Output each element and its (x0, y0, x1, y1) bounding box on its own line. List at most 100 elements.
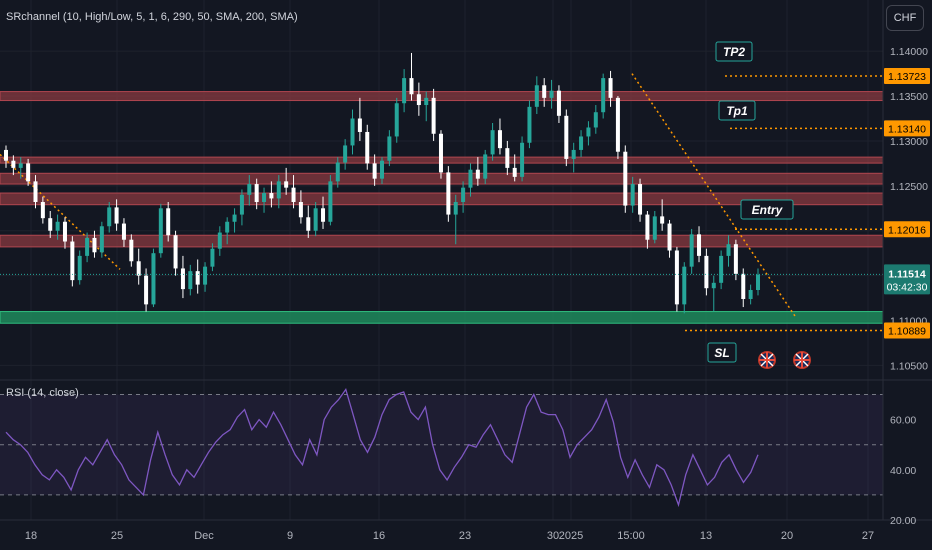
rsi-tick-label: 40.00 (890, 465, 916, 477)
currency-button[interactable]: CHF (886, 5, 924, 31)
candle-body (630, 184, 635, 206)
candle-body (372, 163, 377, 179)
countdown-text: 03:42:30 (887, 281, 928, 293)
candle-body (638, 184, 643, 215)
candle-body (711, 282, 716, 289)
candle-body (689, 234, 694, 267)
level-label-box (707, 342, 737, 363)
candle-body (247, 184, 252, 195)
x-tick-label: 23 (459, 530, 471, 542)
candle-body (276, 181, 281, 199)
candle-body (77, 255, 82, 281)
candle-body (674, 250, 679, 305)
candle-body (564, 115, 569, 159)
candle-body (217, 232, 222, 249)
candle-body (527, 106, 532, 143)
candle-body (660, 216, 665, 224)
candle-body (593, 112, 598, 128)
candle-body (402, 78, 407, 104)
candle-body (92, 237, 97, 253)
candle-body (431, 97, 436, 134)
candle-body (114, 207, 119, 224)
rsi-title: RSI (14, close) (6, 387, 79, 399)
candle-body (534, 85, 539, 107)
candle-body (579, 136, 584, 150)
level-label: Entry (752, 203, 784, 217)
candle-body (166, 208, 171, 236)
candle-body (608, 78, 613, 98)
candle-body (173, 235, 178, 269)
candle-body (62, 221, 67, 242)
candle-body (321, 208, 326, 222)
last-price-tag (884, 264, 930, 295)
event-icons (758, 351, 811, 369)
candle-body (151, 253, 156, 305)
candle-body (232, 214, 237, 222)
level-label: TP2 (723, 45, 745, 59)
rsi-pane[interactable] (0, 388, 883, 508)
candle-body (424, 97, 429, 106)
level-label-box (718, 100, 756, 121)
candle-body (483, 154, 488, 179)
x-tick-label: 16 (373, 530, 385, 542)
rsi-line (5, 388, 759, 508)
level-label: SL (714, 346, 729, 360)
candle-body (549, 90, 554, 98)
x-tick-label: Dec (194, 530, 214, 542)
candle-body (733, 244, 738, 274)
candle-body (85, 237, 90, 256)
candle-body (748, 290, 753, 299)
resistance-zone (0, 91, 884, 102)
candle-body (497, 130, 502, 149)
candles (4, 52, 760, 314)
level-tags: TP2 1.13723 Tp1 1.13140 Entry 1.12016 SL 1.1088… (707, 41, 930, 363)
x-tick-label: 18 (25, 530, 37, 542)
level-price-text: 1.13140 (888, 123, 926, 135)
candle-body (180, 268, 185, 290)
candle-body (262, 193, 267, 203)
candle-body (542, 85, 547, 98)
candle-body (55, 221, 60, 231)
rsi-tick-label: 20.00 (890, 515, 916, 527)
candle-body (682, 266, 687, 305)
candle-body (704, 255, 709, 289)
candle-body (380, 160, 384, 179)
candle-body (756, 274, 760, 291)
level-label-box (740, 199, 794, 220)
event-flag-icon (758, 351, 776, 369)
candle-body (416, 94, 421, 106)
rsi-tick-label: 60.00 (890, 415, 916, 427)
candle-body (453, 202, 458, 215)
candle-body (284, 181, 289, 188)
support-zone (0, 311, 884, 324)
candle-body (490, 130, 495, 155)
target-levels (685, 75, 883, 332)
candle-body (33, 181, 38, 203)
price-tick-label: 1.13500 (890, 91, 928, 103)
x-tick-label: 13 (700, 530, 712, 542)
candle-body (269, 193, 274, 199)
candle-body (343, 145, 348, 163)
candle-body (645, 214, 650, 240)
candle-body (394, 103, 399, 137)
candle-body (99, 226, 104, 253)
candle-body (26, 163, 31, 182)
candle-body (4, 149, 8, 161)
level-price-text: 1.13723 (888, 71, 926, 83)
event-flag-icon (793, 351, 811, 369)
price-tick-label: 1.13000 (890, 136, 928, 148)
candle-body (48, 218, 53, 231)
candle-body (328, 181, 333, 222)
resistance-zone (0, 172, 884, 185)
candle-body (475, 169, 480, 179)
price-tick-label: 1.14000 (890, 46, 928, 58)
level-label: Tp1 (726, 104, 748, 118)
candle-body (726, 244, 731, 256)
price-tick-label: 1.12500 (890, 181, 928, 193)
candle-body (129, 239, 134, 262)
candle-body (468, 169, 473, 188)
candle-body (313, 208, 318, 231)
x-tick-label: 9 (287, 530, 293, 542)
candle-body (697, 234, 702, 256)
